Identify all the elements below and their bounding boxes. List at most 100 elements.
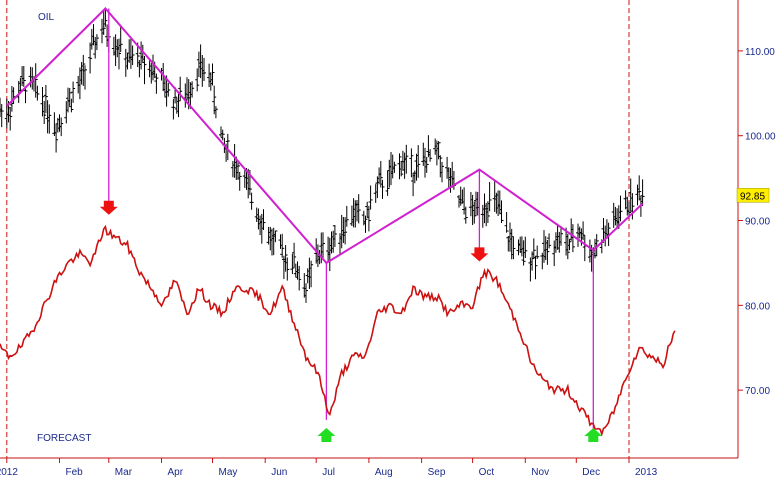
y-tick-label: 90.00 — [745, 217, 770, 228]
oil-price-bar — [237, 171, 242, 191]
oil-price-bar — [21, 66, 26, 87]
oil-price-bar — [285, 257, 290, 281]
oil-price-bar — [273, 230, 278, 243]
oil-price-bar — [581, 221, 586, 241]
year-marker-lines — [6, 0, 630, 458]
oil-price-bar — [416, 145, 421, 178]
x-tick-label: 2013 — [635, 467, 658, 478]
x-tick-label: Nov — [531, 467, 549, 478]
oil-price-bar — [618, 195, 623, 222]
oil-price-bar — [220, 129, 225, 141]
oil-price-bar — [261, 209, 266, 230]
oil-price-bar — [42, 101, 47, 125]
x-tick-label: Jun — [271, 467, 287, 478]
oil-price-bar — [283, 245, 288, 272]
oil-price-bar — [547, 233, 552, 249]
oil-price-bar — [535, 245, 540, 260]
forecast-line-group — [0, 224, 676, 437]
oil-price-bar — [380, 179, 385, 199]
oil-price-bar — [363, 215, 368, 233]
oil-price-bar — [249, 192, 254, 210]
oil-price-bar — [499, 200, 504, 223]
oil-price-bar — [23, 86, 28, 104]
oil-price-bar — [71, 81, 76, 103]
oil-price-bar — [630, 193, 635, 220]
oil-price-bar — [213, 106, 218, 119]
y-tick-label: 70.00 — [745, 386, 770, 397]
oil-price-bar — [103, 7, 108, 27]
y-tick-label: 80.00 — [745, 301, 770, 312]
oil-price-bar — [343, 217, 348, 245]
signal-arrows — [99, 200, 603, 442]
oil-price-bar — [290, 253, 295, 274]
oil-price-bar — [404, 144, 409, 174]
x-tick-label: Jul — [322, 467, 335, 478]
x-tick-label: Apr — [168, 467, 184, 478]
oil-price-bar — [8, 106, 13, 131]
y-axis-ticks: 110.00 100.00 90.00 80.00 70.00 — [738, 47, 776, 397]
y-tick-label: 100.00 — [745, 132, 776, 143]
oil-price-bar — [368, 185, 373, 210]
oil-price-bar — [594, 234, 599, 257]
oil-price-bar — [309, 260, 314, 288]
oil-price-bar — [463, 206, 468, 224]
oil-price-bar — [565, 233, 570, 260]
oil-price-bar — [332, 225, 337, 248]
oil-price-bar — [533, 256, 538, 280]
oil-price-bar — [304, 283, 308, 303]
x-tick-label: Aug — [375, 467, 393, 478]
oil-price-bar — [366, 205, 371, 232]
oil-price-bar — [210, 63, 215, 86]
buy-arrow-icon — [584, 428, 603, 442]
oil-price-bar — [225, 133, 230, 161]
oil-price-bar — [559, 226, 563, 246]
oil-price-bar — [531, 238, 536, 260]
oil-price-bar — [67, 88, 72, 107]
oil-price-bar — [504, 212, 509, 233]
oil-price-bar — [101, 11, 106, 35]
oil-price-bar — [236, 162, 240, 180]
oil-price-bar — [356, 194, 361, 224]
x-tick-label: Oct — [479, 467, 495, 478]
oil-series-label: OIL — [38, 12, 55, 23]
oil-price-bar — [178, 76, 183, 101]
oil-price-bar — [94, 34, 99, 51]
trendline — [6, 7, 644, 265]
oil-price-bar — [399, 161, 404, 177]
oil-price-bar — [166, 82, 171, 97]
x-tick-label: Dec — [582, 467, 600, 478]
oil-price-bar — [523, 236, 528, 258]
oil-price-bar — [640, 179, 645, 207]
oil-price-bar — [487, 181, 492, 212]
sell-arrow-icon — [470, 247, 489, 262]
oil-price-bar — [171, 99, 176, 120]
oil-price-bar — [118, 25, 123, 53]
x-tick-label: Mar — [115, 467, 133, 478]
oil-price-bar — [292, 242, 297, 268]
oil-price-bar — [0, 103, 4, 128]
oil-price-bar — [47, 104, 52, 134]
x-tick-label: Sep — [428, 467, 446, 478]
oil-price-bar — [637, 175, 642, 201]
oil-price-bar — [392, 161, 397, 174]
signal-connectors — [108, 8, 594, 433]
trendline-group — [6, 7, 644, 265]
x-tick-label: Feb — [66, 467, 84, 478]
x-tick-label: May — [219, 467, 238, 478]
oil-price-bar — [428, 149, 433, 162]
oil-price-bar — [190, 81, 195, 98]
oil-price-bar — [59, 117, 64, 137]
y-tick-label: 110.00 — [745, 47, 775, 58]
oil-price-bar — [195, 68, 200, 92]
oil-price-bar — [202, 57, 206, 82]
oil-price-bar — [176, 91, 181, 118]
forecast-line — [0, 224, 676, 437]
last-price-badge-bg — [736, 188, 770, 203]
oil-price-bar — [570, 224, 575, 253]
oil-price-bar — [409, 148, 414, 178]
oil-price-bar — [43, 84, 48, 114]
oil-price-bar — [83, 65, 87, 90]
sell-arrow-icon — [99, 200, 118, 215]
oil-price-bar — [212, 85, 217, 115]
oil-price-bar — [69, 98, 74, 113]
